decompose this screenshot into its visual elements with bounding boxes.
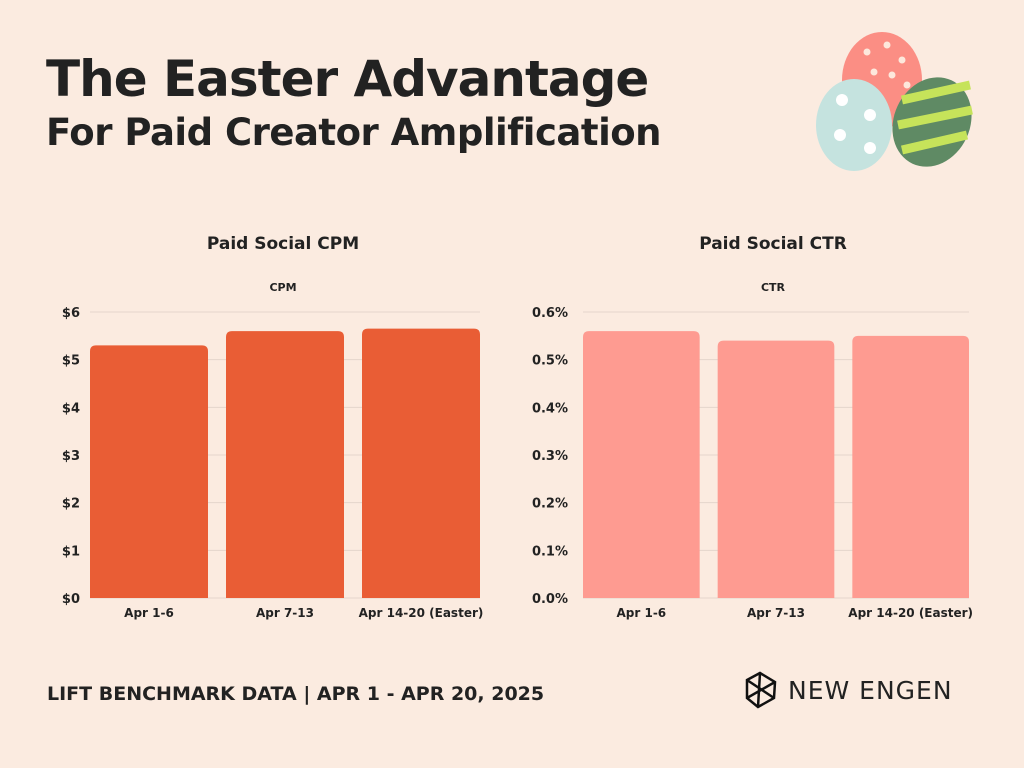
series-label: CPM	[269, 281, 296, 294]
y-tick-label: 0.3%	[532, 449, 568, 464]
y-tick-label: 0.4%	[532, 401, 568, 416]
y-tick-label: 0.2%	[532, 497, 568, 512]
y-tick-label: $4	[62, 401, 80, 416]
y-tick-label: $3	[62, 449, 80, 464]
y-tick-label: $1	[62, 544, 80, 559]
bar	[226, 331, 344, 598]
y-tick-label: $5	[62, 354, 80, 369]
x-tick-label: Apr 1-6	[617, 606, 667, 620]
new-engen-logo-icon	[745, 671, 777, 709]
bar	[717, 340, 835, 598]
logo-text: NEW ENGEN	[788, 675, 953, 705]
x-tick-label: Apr 14-20 (Easter)	[848, 606, 973, 620]
y-tick-label: 0.1%	[532, 544, 568, 559]
series-label: CTR	[761, 281, 786, 294]
y-tick-label: $6	[62, 306, 80, 321]
easter-eggs-icon	[816, 32, 973, 171]
footer-caption: LIFT BENCHMARK DATA | APR 1 - APR 20, 20…	[47, 683, 545, 705]
x-tick-label: Apr 7-13	[256, 606, 314, 620]
new-engen-logo: NEW ENGEN	[744, 670, 953, 710]
y-tick-label: 0.6%	[532, 306, 568, 321]
page-title: The Easter Advantage	[46, 50, 649, 108]
x-tick-label: Apr 1-6	[124, 606, 174, 620]
charts-area: Paid Social CPM CPM $0 $1 $2 $3 $4 $5 $6 Apr 1-6 A…	[62, 234, 973, 620]
page-subtitle: For Paid Creator Amplification	[46, 111, 662, 154]
bar	[852, 335, 969, 598]
x-tick-label: Apr 7-13	[747, 606, 805, 620]
chart-title: Paid Social CTR	[699, 234, 847, 254]
x-tick-label: Apr 14-20 (Easter)	[359, 606, 484, 620]
bar	[583, 331, 700, 598]
y-tick-label: $0	[62, 592, 80, 607]
chart-title: Paid Social CPM	[207, 234, 359, 254]
y-tick-label: 0.0%	[532, 592, 568, 607]
y-tick-label: $2	[62, 497, 80, 512]
bar	[90, 345, 208, 598]
y-tick-label: 0.5%	[532, 354, 568, 369]
bar	[362, 328, 480, 598]
